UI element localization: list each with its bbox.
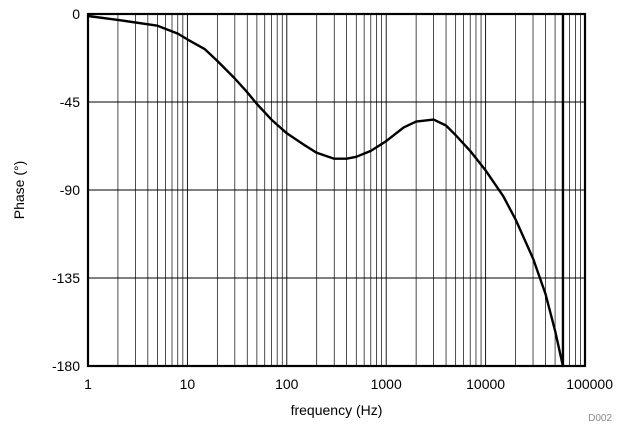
y-tick-label: -90 [60,182,80,198]
phase-series-line [86,14,565,368]
figure-id: D002 [588,413,612,424]
x-tick-labels: 1 10 100 1000 10000 100000 [84,376,613,392]
y-tick-label: -45 [60,94,80,110]
x-tick-label: 10 [180,376,196,392]
major-grid [87,13,586,367]
y-tick-label: -135 [52,270,80,286]
x-tick-label: 1000 [371,376,402,392]
x-tick-label: 1 [84,376,92,392]
x-axis-label: frequency (Hz) [291,402,383,418]
x-tick-label: 100 [275,376,299,392]
plot-frame [86,12,587,368]
x-tick-label: 100000 [566,376,613,392]
x-tick-label: 10000 [466,376,505,392]
y-tick-label: 0 [72,6,80,22]
y-tick-label: -180 [52,358,80,374]
y-tick-labels: 0 -45 -90 -135 -180 [52,6,80,374]
y-axis-label: Phase (°) [11,161,27,220]
